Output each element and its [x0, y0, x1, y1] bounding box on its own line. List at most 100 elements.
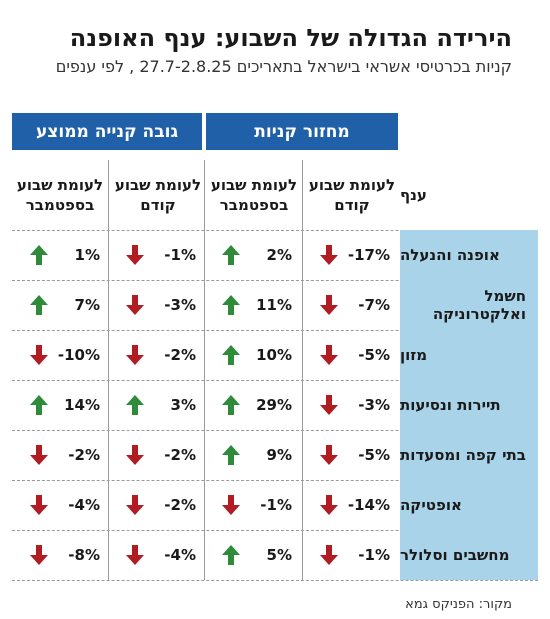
cell-turnover-vs-prev-week: -5% — [304, 330, 400, 380]
infographic-subtitle: קניות בכרטיסי אשראי בישראל בתאריכים 27.7… — [55, 57, 512, 76]
percent-value: -4% — [68, 496, 100, 514]
arrow-up-icon — [220, 443, 242, 467]
percent-value: -1% — [260, 496, 292, 514]
row-divider — [12, 280, 538, 281]
branch-name: אופטיקה — [400, 480, 538, 530]
arrow-down-icon — [124, 443, 146, 467]
percent-value: 9% — [266, 446, 292, 464]
arrow-down-icon — [28, 343, 50, 367]
row-divider — [12, 380, 538, 381]
percent-value: -1% — [358, 546, 390, 564]
cell-avg-vs-sept-week: -8% — [14, 530, 110, 580]
cell-avg-vs-prev-week: -2% — [110, 430, 206, 480]
branch-name: מזון — [400, 330, 538, 380]
cell-turnover-vs-sept-week: 11% — [206, 280, 302, 330]
branch-name: תיירות ונסיעות — [400, 380, 538, 430]
percent-value: 2% — [266, 246, 292, 264]
cell-avg-vs-prev-week: 3% — [110, 380, 206, 430]
cell-turnover-vs-sept-week: 10% — [206, 330, 302, 380]
percent-value: -8% — [68, 546, 100, 564]
arrow-down-icon — [318, 493, 340, 517]
column-divider — [204, 160, 205, 580]
arrow-up-icon — [220, 343, 242, 367]
source-note: מקור: הפניקס גמא — [405, 597, 512, 612]
cell-avg-vs-sept-week: -10% — [14, 330, 110, 380]
arrow-down-icon — [318, 243, 340, 267]
cell-avg-vs-sept-week: -2% — [14, 430, 110, 480]
arrow-down-icon — [28, 443, 50, 467]
percent-value: -4% — [164, 546, 196, 564]
percent-value: 7% — [74, 296, 100, 314]
percent-value: -2% — [68, 446, 100, 464]
percent-value: -2% — [164, 496, 196, 514]
table-row: אופטיקה -14% -1% -2% -4% — [0, 480, 550, 530]
arrow-up-icon — [220, 243, 242, 267]
arrow-down-icon — [220, 493, 242, 517]
cell-avg-vs-sept-week: -4% — [14, 480, 110, 530]
arrow-down-icon — [318, 343, 340, 367]
arrow-down-icon — [28, 493, 50, 517]
column-divider — [302, 160, 303, 580]
cell-turnover-vs-prev-week: -7% — [304, 280, 400, 330]
cell-avg-vs-sept-week: 14% — [14, 380, 110, 430]
cell-turnover-vs-prev-week: -3% — [304, 380, 400, 430]
cell-turnover-vs-prev-week: -14% — [304, 480, 400, 530]
cell-avg-vs-prev-week: -3% — [110, 280, 206, 330]
column-header-avg-vs-prev-week: לעומת שבוע קודם — [114, 176, 202, 214]
percent-value: -5% — [358, 346, 390, 364]
percent-value: -2% — [164, 346, 196, 364]
column-header-avg-vs-sept-week: לעומת שבוע בספטמבר — [16, 176, 104, 214]
row-divider — [12, 580, 538, 581]
cell-turnover-vs-sept-week: -1% — [206, 480, 302, 530]
percent-value: 3% — [170, 396, 196, 414]
cell-turnover-vs-prev-week: -17% — [304, 230, 400, 280]
branch-name: אופנה והנעלה — [400, 230, 538, 280]
column-header-branch: ענף — [400, 186, 427, 204]
percent-value: -17% — [347, 246, 390, 264]
infographic-title: הירידה הגדולה של השבוע: ענף האופנה — [69, 24, 512, 52]
percent-value: -5% — [358, 446, 390, 464]
percent-value: -10% — [57, 346, 100, 364]
cell-avg-vs-prev-week: -2% — [110, 480, 206, 530]
cell-avg-vs-prev-week: -4% — [110, 530, 206, 580]
percent-value: -2% — [164, 446, 196, 464]
row-divider — [12, 430, 538, 431]
table-row: מזון -5% 10% -2% -10% — [0, 330, 550, 380]
arrow-down-icon — [318, 443, 340, 467]
group-header-average-purchase: גובה קנייה ממוצע — [12, 113, 202, 150]
cell-turnover-vs-prev-week: -5% — [304, 430, 400, 480]
arrow-up-icon — [124, 393, 146, 417]
arrow-down-icon — [318, 543, 340, 567]
percent-value: -14% — [347, 496, 390, 514]
arrow-up-icon — [28, 243, 50, 267]
arrow-up-icon — [28, 293, 50, 317]
arrow-down-icon — [124, 243, 146, 267]
arrow-down-icon — [124, 293, 146, 317]
cell-turnover-vs-sept-week: 9% — [206, 430, 302, 480]
cell-turnover-vs-sept-week: 29% — [206, 380, 302, 430]
table-row: מחשבים וסלולר -1% 5% -4% -8% — [0, 530, 550, 580]
percent-value: -7% — [358, 296, 390, 314]
column-divider — [108, 160, 109, 580]
table-row: חשמל ואלקטרוניקה -7% 11% -3% 7% — [0, 280, 550, 330]
percent-value: 5% — [266, 546, 292, 564]
cell-turnover-vs-prev-week: -1% — [304, 530, 400, 580]
table-row: תיירות ונסיעות -3% 29% 3% 14% — [0, 380, 550, 430]
branch-name: מחשבים וסלולר — [400, 530, 538, 580]
percent-value: -1% — [164, 246, 196, 264]
cell-avg-vs-sept-week: 1% — [14, 230, 110, 280]
arrow-up-icon — [220, 293, 242, 317]
arrow-up-icon — [220, 543, 242, 567]
row-divider — [12, 330, 538, 331]
percent-value: 10% — [256, 346, 292, 364]
arrow-down-icon — [28, 543, 50, 567]
arrow-down-icon — [124, 343, 146, 367]
column-header-turnover-vs-sept-week: לעומת שבוע בספטמבר — [210, 176, 298, 214]
arrow-down-icon — [124, 543, 146, 567]
arrow-up-icon — [220, 393, 242, 417]
branch-name: בתי קפה ומסעדות — [400, 430, 538, 480]
arrow-down-icon — [318, 293, 340, 317]
cell-avg-vs-prev-week: -2% — [110, 330, 206, 380]
row-divider — [12, 230, 538, 231]
percent-value: 1% — [74, 246, 100, 264]
